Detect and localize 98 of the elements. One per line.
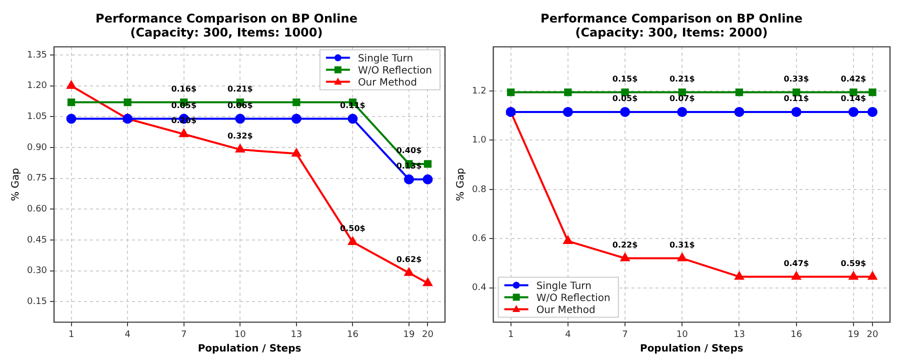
annotation: 0.40$ <box>396 146 422 156</box>
annotation: 0.11$ <box>784 94 810 104</box>
legend-label: Our Method <box>358 77 417 88</box>
y-tick-label: 1.35 <box>26 50 48 60</box>
point <box>735 88 744 96</box>
annotation: 0.14$ <box>840 94 867 104</box>
annotation: 0.06$ <box>227 100 254 110</box>
point <box>868 272 877 280</box>
legend-label: W/O Reflection <box>536 292 610 304</box>
y-tick-label: 0.6 <box>472 234 487 244</box>
x-tick-label: 10 <box>234 330 246 340</box>
y-tick-label: 0.60 <box>26 204 48 215</box>
annotation: 0.62$ <box>396 254 422 264</box>
point <box>506 88 515 96</box>
point <box>292 98 300 106</box>
point <box>291 114 302 124</box>
annotation: 0.21$ <box>227 84 254 94</box>
chart-title: Performance Comparison on BP Online <box>540 11 802 26</box>
point <box>734 272 744 280</box>
y-tick-label: 1.20 <box>26 81 48 92</box>
x-tick-label: 19 <box>848 330 860 340</box>
x-tick-label: 16 <box>346 330 359 340</box>
point <box>562 106 573 117</box>
point <box>67 98 76 106</box>
point <box>292 148 301 157</box>
legend-label: Our Method <box>536 304 596 316</box>
x-tick-label: 13 <box>290 330 302 340</box>
point <box>422 174 433 184</box>
annotation: 0.05$ <box>612 94 638 104</box>
x-tick-label: 13 <box>734 330 745 340</box>
point <box>867 106 878 117</box>
point <box>348 237 358 246</box>
annotation: 0.59$ <box>840 258 867 268</box>
x-tick-label: 19 <box>403 330 415 340</box>
chart-subtitle: (Capacity: 300, Items: 1000) <box>130 26 323 40</box>
x-tick-label: 4 <box>565 330 572 340</box>
x-tick-label: 16 <box>790 330 802 340</box>
y-tick-label: 1.05 <box>26 112 48 122</box>
point <box>66 114 76 124</box>
annotation: 0.42$ <box>840 74 867 84</box>
point <box>66 80 76 89</box>
annotation: 0.05$ <box>171 100 197 110</box>
y-tick-label: 0.15 <box>26 296 48 307</box>
x-tick-label: 1 <box>68 330 74 340</box>
x-tick-label: 1 <box>508 330 514 340</box>
point <box>848 106 858 117</box>
point <box>868 88 876 96</box>
x-tick-label: 10 <box>676 330 688 340</box>
annotation: 0.15$ <box>612 74 638 84</box>
point <box>424 160 432 168</box>
annotation: 0.33$ <box>784 74 810 84</box>
point <box>734 106 744 117</box>
point <box>423 278 432 286</box>
annotation: 0.32$ <box>227 132 254 141</box>
annotation: 0.16$ <box>171 84 197 94</box>
x-tick-label: 4 <box>124 330 131 340</box>
chart-title: Performance Comparison on BP Online <box>96 11 358 26</box>
legend-label: W/O Reflection <box>358 65 432 76</box>
legend-label: Single Turn <box>358 53 414 64</box>
x-tick-label: 7 <box>622 330 628 340</box>
y-tick-label: 1.2 <box>472 86 486 96</box>
x-axis-title: Population / Steps <box>640 344 744 355</box>
point <box>563 236 572 244</box>
annotation: 0.07$ <box>669 94 696 104</box>
y-axis-title: % Gap <box>456 168 467 201</box>
annotation: 0.21$ <box>669 74 696 84</box>
annotation: 0.31$ <box>669 240 696 250</box>
annotation: 0.47$ <box>784 258 810 268</box>
x-tick-label: 7 <box>180 330 187 340</box>
x-tick-label: 20 <box>422 330 434 340</box>
point <box>124 98 132 106</box>
y-tick-label: 0.4 <box>472 283 487 294</box>
y-tick-label: 0.8 <box>472 184 487 195</box>
point <box>620 253 630 262</box>
y-tick-label: 0.90 <box>26 142 48 153</box>
point <box>620 106 630 117</box>
point <box>564 88 572 96</box>
point <box>678 253 687 262</box>
annotation: 0.22$ <box>612 240 638 250</box>
legend-label: Single Turn <box>536 280 592 292</box>
point <box>236 144 245 153</box>
point <box>677 106 688 117</box>
y-tick-label: 0.30 <box>26 266 48 276</box>
point <box>792 272 801 280</box>
point <box>791 106 802 117</box>
chart-subtitle: (Capacity: 300, Items: 2000) <box>575 26 768 40</box>
y-axis-title: % Gap <box>10 168 22 201</box>
x-tick-label: 20 <box>866 330 878 340</box>
x-axis-title: Population / Steps <box>198 344 302 355</box>
point <box>404 174 414 184</box>
y-tick-label: 0.45 <box>26 235 48 246</box>
point <box>235 114 246 124</box>
point <box>404 268 414 276</box>
point <box>179 129 188 138</box>
point <box>848 272 858 280</box>
point <box>348 114 358 124</box>
y-tick-label: 1.0 <box>472 136 487 146</box>
y-tick-label: 0.75 <box>26 174 48 184</box>
